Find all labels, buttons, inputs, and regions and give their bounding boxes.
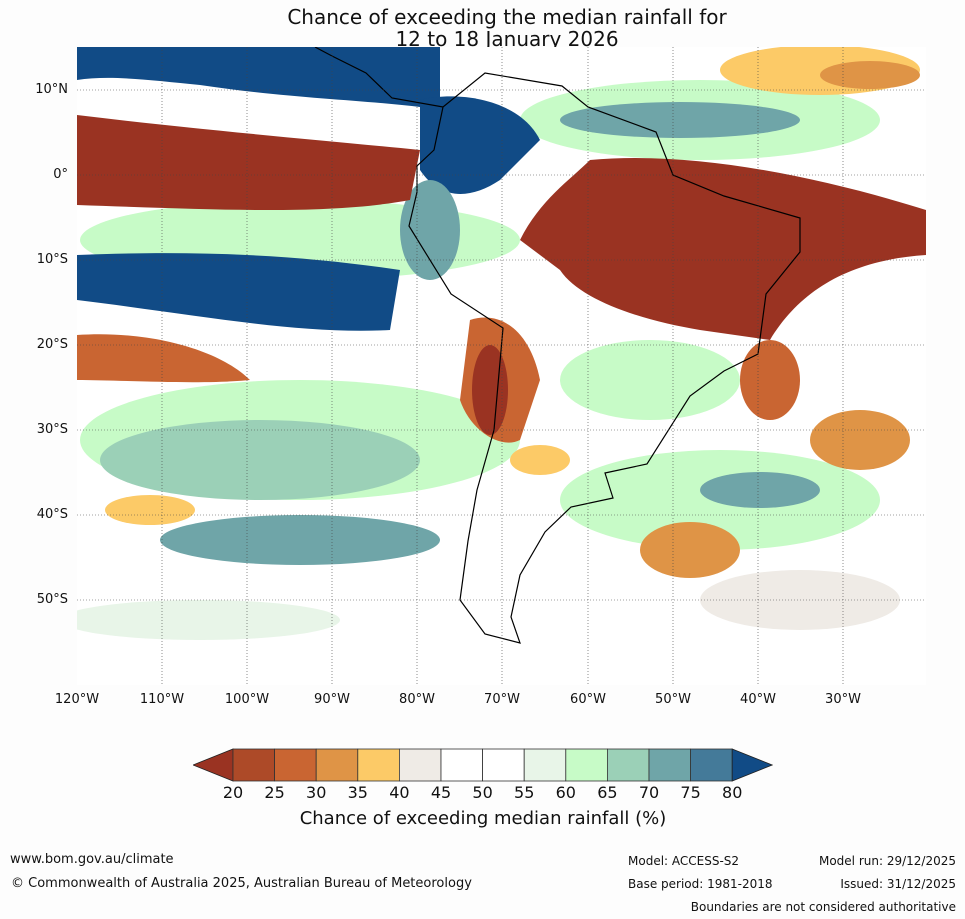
lon-label: 90°W — [314, 692, 350, 707]
base-period-text: Base period: 1981-2018 — [628, 877, 773, 891]
colorbar-tick-label: 45 — [430, 783, 452, 802]
colorbar-segment — [357, 748, 400, 782]
colorbar-tick-label: 40 — [389, 783, 410, 802]
colorbar-segment — [482, 748, 525, 782]
disclaimer-text: Boundaries are not considered authoritat… — [690, 900, 956, 914]
colorbar-tick-label: 30 — [306, 783, 327, 802]
colorbar-tick-label: 70 — [638, 783, 660, 802]
colorbar-tick-label: 65 — [597, 783, 618, 802]
model-run-text: Model run: 29/12/2025 — [818, 854, 956, 868]
model-text: Model: ACCESS-S2 — [628, 854, 740, 868]
colorbar-extend-low — [193, 748, 234, 782]
colorbar-segment — [648, 748, 691, 782]
colorbar-tick-label: 55 — [514, 783, 535, 802]
coastline — [314, 47, 801, 644]
colorbar-tick-label: 60 — [555, 783, 576, 802]
colorbar-extend-high — [731, 748, 773, 782]
colorbar-segment — [232, 748, 275, 782]
lat-label: 10°N — [35, 82, 68, 97]
colorbar-segment — [606, 748, 650, 782]
website-text: www.bom.gov.au/climate — [10, 852, 174, 867]
colorbar — [193, 748, 773, 782]
lat-label: 40°S — [36, 507, 68, 522]
lat-label: 50°S — [36, 592, 68, 607]
colorbar-tick-label: 75 — [680, 783, 701, 802]
lat-label: 10°S — [36, 252, 68, 267]
issued-text: Issued: 31/12/2025 — [840, 877, 956, 891]
colorbar-segment — [274, 748, 317, 782]
colorbar-segment — [315, 748, 359, 782]
lon-label: 70°W — [484, 692, 520, 707]
lon-label: 80°W — [399, 692, 435, 707]
lat-label: 0° — [53, 167, 68, 182]
lat-label: 20°S — [36, 337, 68, 352]
colorbar-segment — [523, 748, 567, 782]
colorbar-segment — [398, 748, 442, 782]
lon-label: 110°W — [139, 692, 185, 707]
map-title-line1: Chance of exceeding the median rainfall … — [287, 5, 727, 29]
lon-label: 60°W — [570, 692, 606, 707]
colorbar-segment — [690, 748, 733, 782]
gridlines — [77, 47, 926, 685]
colorbar-segment — [440, 748, 483, 782]
lat-label: 30°S — [36, 422, 68, 437]
lon-label: 40°W — [740, 692, 776, 707]
lon-label: 120°W — [54, 692, 100, 707]
copyright-text: © Commonwealth of Australia 2025, Austra… — [11, 876, 472, 891]
lon-label: 100°W — [224, 692, 270, 707]
lon-label: 50°W — [655, 692, 691, 707]
rainfall-probability-map — [77, 47, 926, 685]
colorbar-tick-label: 50 — [472, 783, 493, 802]
lon-label: 30°W — [825, 692, 861, 707]
colorbar-tick-label: 20 — [222, 783, 244, 802]
colorbar-label: Chance of exceeding median rainfall (%) — [299, 808, 667, 829]
colorbar-segment — [565, 748, 608, 782]
colorbar-tick-label: 80 — [722, 783, 743, 802]
colorbar-tick-label: 25 — [264, 783, 285, 802]
colorbar-tick-label: 35 — [347, 783, 368, 802]
